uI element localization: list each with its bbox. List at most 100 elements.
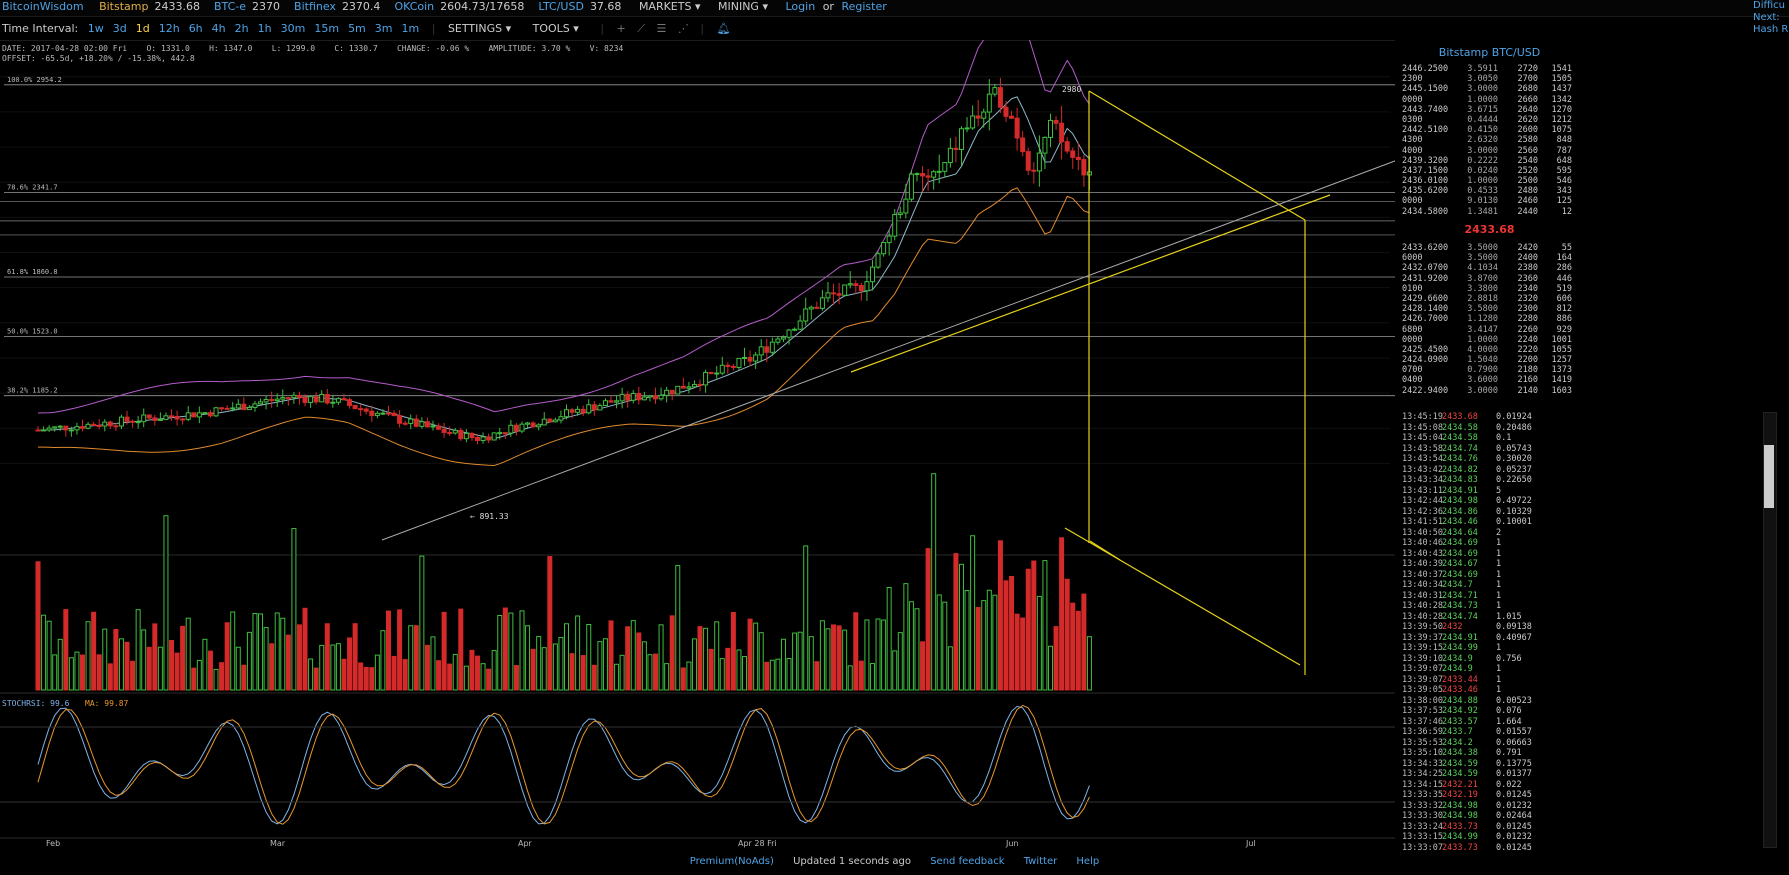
trade-price: 2434.86 xyxy=(1442,506,1478,517)
volume-bar xyxy=(385,610,391,691)
help-link[interactable]: Help xyxy=(1076,856,1100,867)
candle-body xyxy=(992,87,998,95)
trade-amount: 0.01557 xyxy=(1496,727,1532,737)
interval-button[interactable]: 1w xyxy=(87,22,104,35)
premium-link[interactable]: Premium(NoAds) xyxy=(689,856,774,867)
crosshair-icon[interactable]: + xyxy=(616,22,626,35)
interval-button[interactable]: 1m xyxy=(401,22,420,35)
trade-amount: 0.022 xyxy=(1496,779,1522,790)
draw-line-icon[interactable]: ⟋ xyxy=(637,22,645,35)
orderbook-cell: 2540 xyxy=(1517,155,1538,166)
login-link[interactable]: Login xyxy=(785,0,816,13)
candle-body xyxy=(775,338,781,343)
register-link[interactable]: Register xyxy=(841,0,887,13)
volume-bar xyxy=(391,655,397,691)
trade-row: 13:39:05 2433.46 1 xyxy=(1402,685,1554,696)
volume-bar xyxy=(536,636,542,691)
volume-bar xyxy=(374,654,380,691)
volume-bar xyxy=(825,628,831,691)
interval-button[interactable]: 4h xyxy=(211,22,226,35)
orderbook-cell: 2480 xyxy=(1517,186,1538,197)
interval-button[interactable]: 6h xyxy=(188,22,203,35)
interval-button[interactable]: 1h xyxy=(257,22,272,35)
orderbook-cell: 446 xyxy=(1556,273,1572,284)
fibonacci-levels: 100.0% 2954.2 78.6% 2341.7 61.8% 1860.8 50.… xyxy=(0,76,1395,397)
interval-button[interactable]: 15m xyxy=(314,22,340,35)
volume-bar xyxy=(1003,580,1009,691)
trade-price: 2434.91 xyxy=(1442,632,1478,643)
candle-body xyxy=(458,429,464,440)
candle-body xyxy=(1059,122,1065,143)
trade-price: 2434.67 xyxy=(1442,559,1478,569)
volume-bar xyxy=(530,648,536,691)
orderbook-cell: 1.1280 xyxy=(1467,314,1498,325)
orderbook-title: Bitstamp BTC/USD xyxy=(1438,46,1541,59)
candle-body xyxy=(641,396,647,401)
trade-row: 13:40:34 2434.7 1 xyxy=(1402,580,1554,591)
candle-body xyxy=(669,389,675,395)
trade-row: 13:35:10 2434.38 0.791 xyxy=(1402,748,1554,759)
volume-bar xyxy=(1081,593,1087,691)
exchange-link[interactable]: BTC-e xyxy=(213,0,247,13)
orderbook-cell: 2640 xyxy=(1517,104,1538,115)
interval-button[interactable]: 12h xyxy=(158,22,180,35)
volume-bar xyxy=(942,601,948,691)
interval-button[interactable]: 30m xyxy=(280,22,306,35)
twitter-link[interactable]: Twitter xyxy=(1023,856,1058,867)
volume-bar xyxy=(241,664,247,691)
candle-body xyxy=(263,399,269,403)
candle-body xyxy=(964,127,970,130)
volume-bar xyxy=(847,665,853,691)
candle-body xyxy=(591,404,597,411)
price-chart[interactable]: 100.0% 2954.2 78.6% 2341.7 61.8% 1860.8 50.… xyxy=(0,40,1395,848)
interval-button[interactable]: 3d xyxy=(112,22,127,35)
markets-menu[interactable]: MARKETS ▾ xyxy=(639,0,701,14)
candle-body xyxy=(703,371,709,386)
brand-logo[interactable]: BitcoinWisdom xyxy=(2,0,84,13)
trade-price: 2433.46 xyxy=(1442,685,1478,695)
orderbook-cell: 2160 xyxy=(1517,375,1538,386)
exchange-link[interactable]: OKCoin xyxy=(394,0,435,13)
tools-menu[interactable]: TOOLS ▾ xyxy=(533,18,579,40)
volume-bar xyxy=(291,528,297,691)
candle-body xyxy=(780,336,786,340)
trade-row: 13:34:33 2434.59 0.13775 xyxy=(1402,759,1554,770)
send-feedback-link[interactable]: Send feedback xyxy=(930,856,1005,867)
interval-button[interactable]: 1d xyxy=(135,22,150,35)
volume-bar xyxy=(380,630,386,691)
volume-bar xyxy=(836,625,842,691)
orderbook-cell: 648 xyxy=(1556,155,1572,166)
candle-body xyxy=(497,432,503,435)
fib-level-label: 100.0% 2954.2 xyxy=(7,76,62,84)
scrollbar-thumb[interactable] xyxy=(1764,445,1774,508)
exchange-link[interactable]: Bitfinex xyxy=(294,0,336,13)
interval-button[interactable]: 3m xyxy=(374,22,393,35)
volume-bar xyxy=(1047,645,1053,691)
interval-button[interactable]: 5m xyxy=(348,22,366,35)
interval-button[interactable]: 2h xyxy=(234,22,249,35)
hlines-icon[interactable]: ☰ xyxy=(656,22,667,35)
orderbook-row: 2435.6200 0.4533 2480 343 xyxy=(1402,186,1577,196)
volume-bar xyxy=(1025,568,1031,691)
trade-price: 2434.71 xyxy=(1442,590,1478,601)
trade-scrollbar[interactable] xyxy=(1763,412,1777,848)
orderbook-cell: 2422.9400 xyxy=(1402,385,1449,396)
settings-menu[interactable]: SETTINGS ▾ xyxy=(448,18,511,40)
volume-bar xyxy=(1042,560,1048,691)
volume-bar xyxy=(107,663,113,691)
volume-bar xyxy=(41,614,47,691)
alert-bell-icon[interactable]: 🔔︎ xyxy=(716,22,731,35)
candle-body xyxy=(658,394,664,400)
volume-bar xyxy=(68,657,74,691)
chevron-down-icon: ▾ xyxy=(573,22,579,35)
mining-menu[interactable]: MINING ▾ xyxy=(718,0,768,14)
candle-body xyxy=(608,400,614,403)
orderbook-cell: 2380 xyxy=(1517,263,1538,274)
fib-fan-icon[interactable]: ⋰ xyxy=(677,22,689,35)
exchange-link[interactable]: LTC/USD xyxy=(538,0,584,13)
exchange-link[interactable]: Bitstamp xyxy=(99,0,149,13)
orderbook-cell: 848 xyxy=(1556,135,1572,146)
trade-time: 13:43:42 xyxy=(1402,464,1443,475)
trade-time: 13:37:53 xyxy=(1402,706,1443,716)
volume-bar xyxy=(869,663,875,691)
